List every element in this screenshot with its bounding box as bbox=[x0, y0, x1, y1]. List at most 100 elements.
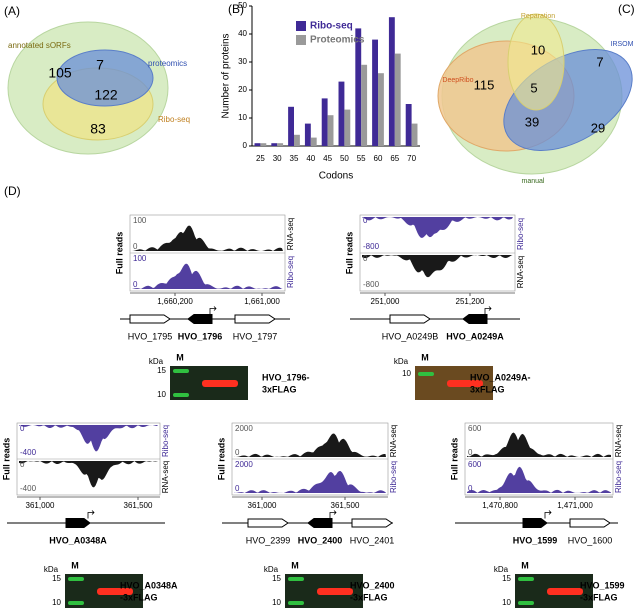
bar bbox=[304, 123, 311, 146]
x-tick-label: 60 bbox=[374, 154, 383, 163]
y-tick-label: 0 bbox=[243, 141, 248, 150]
gene bbox=[307, 518, 333, 528]
gene bbox=[129, 314, 171, 324]
blot-size: 15 bbox=[157, 366, 166, 375]
y-tick-label: 40 bbox=[238, 29, 247, 38]
gene bbox=[462, 314, 488, 324]
coverage bbox=[362, 255, 513, 278]
coord-label: 1,471,000 bbox=[557, 501, 593, 510]
tss-arrow bbox=[484, 306, 492, 315]
panel-label: (B) bbox=[228, 2, 244, 16]
track-scale: 0 bbox=[363, 254, 368, 263]
track-name: Ribo-seq bbox=[389, 461, 398, 493]
track-scale: 100 bbox=[133, 216, 147, 225]
marker-band bbox=[288, 577, 304, 581]
coverage bbox=[467, 432, 611, 457]
gene-name: HVO_A0249A bbox=[446, 331, 504, 341]
gene-name: HVO_2399 bbox=[246, 535, 291, 545]
blot-unit: kDa bbox=[264, 565, 279, 574]
track-scale: -400 bbox=[20, 448, 37, 457]
track-scale: 2000 bbox=[235, 424, 253, 433]
blot-label: -3xFLAG bbox=[120, 592, 158, 602]
track-name: Ribo-seq bbox=[614, 461, 623, 493]
region-count: 29 bbox=[591, 120, 605, 135]
track-scale: -800 bbox=[363, 280, 380, 289]
region-count: 122 bbox=[94, 87, 118, 103]
x-tick-label: 40 bbox=[306, 154, 315, 163]
blot-label: HVO_2400 bbox=[350, 580, 395, 590]
blot-size: 10 bbox=[272, 598, 281, 607]
x-axis-label: Codons bbox=[319, 171, 353, 182]
gene-name: HVO_2401 bbox=[350, 535, 395, 545]
coord-label: 361,000 bbox=[248, 501, 277, 510]
bar bbox=[411, 123, 418, 146]
bar bbox=[321, 98, 328, 146]
y-tick-label: 50 bbox=[238, 1, 247, 10]
bar bbox=[327, 115, 334, 146]
region-count: 83 bbox=[90, 121, 106, 137]
protein-band bbox=[317, 588, 353, 595]
blot-unit: kDa bbox=[44, 565, 59, 574]
bar bbox=[310, 137, 317, 146]
track-scale: 0 bbox=[133, 242, 138, 251]
track-scale: 0 bbox=[20, 460, 25, 469]
bar bbox=[277, 143, 284, 146]
set-label: Ribo-seq bbox=[158, 115, 190, 124]
coord-label: 251,200 bbox=[456, 297, 485, 306]
legend-label: Proteomics bbox=[310, 35, 365, 46]
x-tick-label: 50 bbox=[340, 154, 349, 163]
gene bbox=[187, 314, 213, 324]
y-tick-label: 10 bbox=[238, 113, 247, 122]
blot-label: HVO_1796- bbox=[262, 372, 310, 382]
track-scale: 600 bbox=[468, 424, 482, 433]
track-scale: -800 bbox=[363, 242, 380, 251]
panel-label: (A) bbox=[4, 4, 20, 18]
track-name: RNA-seq bbox=[614, 425, 623, 457]
gene bbox=[247, 518, 289, 528]
track-scale: 0 bbox=[468, 448, 473, 457]
blot-label: HVO_A0348A bbox=[120, 580, 178, 590]
bar bbox=[294, 134, 300, 146]
blot-size: 10 bbox=[157, 390, 166, 399]
region-count: 10 bbox=[531, 42, 545, 57]
track-scale: 0 bbox=[235, 448, 240, 457]
bar bbox=[361, 64, 368, 146]
region-count: 7 bbox=[96, 57, 104, 73]
marker-band bbox=[173, 393, 189, 397]
marker-band bbox=[418, 372, 434, 376]
coverage bbox=[19, 425, 158, 452]
marker-band bbox=[288, 601, 304, 605]
coord-label: 1,660,200 bbox=[157, 297, 193, 306]
blot-unit: kDa bbox=[149, 357, 164, 366]
y-axis-label: Full reads bbox=[344, 232, 354, 275]
y-tick-label: 30 bbox=[238, 57, 247, 66]
y-axis-label: Number of proteins bbox=[221, 33, 232, 118]
tss-arrow bbox=[544, 510, 552, 519]
track-name: RNA-seq bbox=[516, 256, 525, 288]
y-axis-label: Full reads bbox=[216, 438, 226, 481]
region-count: 7 bbox=[596, 54, 603, 69]
region-count: 5 bbox=[530, 80, 537, 95]
gene-name: HVO_A0348A bbox=[49, 535, 107, 545]
protein-band bbox=[447, 380, 483, 387]
track-scale: 100 bbox=[133, 254, 147, 263]
bar bbox=[372, 39, 378, 146]
coverage bbox=[19, 461, 158, 488]
gene-name: HVO_A0249B bbox=[382, 331, 439, 341]
track-scale: 0 bbox=[363, 216, 368, 225]
x-tick-label: 70 bbox=[407, 154, 416, 163]
y-axis-label: Full reads bbox=[114, 232, 124, 275]
set-label: proteomics bbox=[148, 59, 187, 68]
gene bbox=[351, 518, 393, 528]
x-tick-label: 55 bbox=[357, 154, 366, 163]
protein-band bbox=[202, 380, 238, 387]
blot-marker: M bbox=[71, 560, 79, 570]
gene bbox=[65, 518, 91, 528]
marker-band bbox=[173, 369, 189, 373]
blot-marker: M bbox=[521, 560, 529, 570]
panel-label: (C) bbox=[618, 2, 635, 16]
legend-swatch bbox=[296, 21, 306, 31]
blot-label: HVO_1599 bbox=[580, 580, 625, 590]
track-scale: 2000 bbox=[235, 460, 253, 469]
